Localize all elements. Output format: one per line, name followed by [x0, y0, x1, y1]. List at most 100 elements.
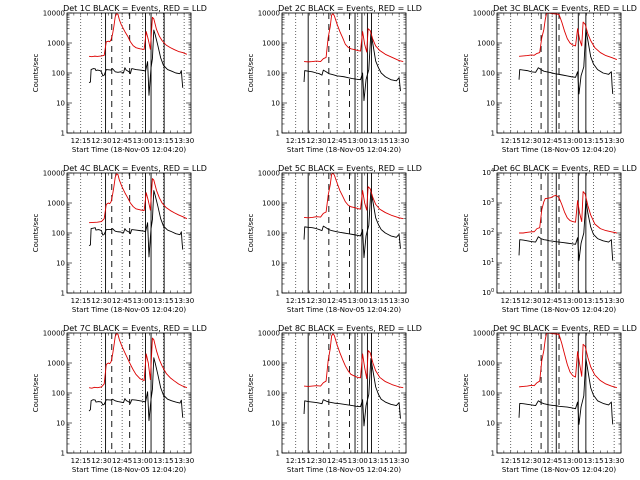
y-tick-label: 10 — [482, 169, 491, 177]
y-tick-label: 1 — [491, 130, 495, 138]
x-axis-label: Start Time (18-Nov-05 12:04:20) — [287, 466, 401, 474]
y-tick-label: 1000 — [47, 40, 65, 48]
y-tick-label: 10 — [486, 420, 495, 428]
series-lld-red — [519, 13, 618, 61]
x-tick-label: 13:15 — [153, 457, 173, 465]
y-axis-label: Counts/sec — [462, 374, 470, 413]
y-axis-label: Counts/sec — [32, 374, 40, 413]
x-axis-label: Start Time (18-Nov-05 12:04:20) — [502, 146, 616, 154]
detector-plot: Det 2C BLACK = Events, RED = LLD Counts/s… — [247, 4, 422, 154]
plot-title: Det 1C BLACK = Events, RED = LLD — [63, 4, 207, 13]
x-tick-label: 13:00 — [133, 457, 153, 465]
x-tick-label: 13:00 — [563, 457, 583, 465]
series-lld-red — [303, 333, 404, 389]
plot-title: Det 7C BLACK = Events, RED = LLD — [63, 324, 207, 333]
plot-frame — [496, 332, 622, 454]
y-tick-label: 1 — [276, 450, 280, 458]
plot-frame — [496, 12, 622, 134]
y-axis-label: Counts/sec — [247, 54, 255, 93]
x-tick-label: 12:45 — [112, 137, 132, 145]
x-axis-label: Start Time (18-Nov-05 12:04:20) — [502, 306, 616, 314]
y-tick-exponent: 2 — [491, 228, 494, 234]
x-tick-label: 13:00 — [348, 457, 368, 465]
y-tick-label: 1 — [61, 130, 65, 138]
x-tick-label: 12:30 — [306, 457, 326, 465]
series-lld-red — [519, 191, 617, 234]
x-tick-label: 13:30 — [604, 297, 624, 305]
x-tick-label: 12:45 — [327, 137, 347, 145]
y-axis-label: Counts/sec — [32, 54, 40, 93]
x-tick-label: 13:30 — [174, 297, 194, 305]
x-tick-label: 13:15 — [368, 457, 388, 465]
series-events-black — [518, 29, 614, 95]
series-lld-red — [303, 173, 404, 220]
y-axis-label: Counts/sec — [462, 214, 470, 253]
y-tick-label: 1 — [276, 130, 280, 138]
y-tick-exponent: 3 — [491, 198, 494, 204]
y-tick-exponent: 1 — [491, 258, 494, 264]
plot-frame — [66, 332, 192, 454]
x-tick-label: 12:45 — [112, 297, 132, 305]
x-tick-label: 13:15 — [368, 297, 388, 305]
x-axis-label: Start Time (18-Nov-05 12:04:20) — [287, 146, 401, 154]
y-axis-label: Counts/sec — [247, 374, 255, 413]
y-tick-label: 1000 — [262, 360, 280, 368]
y-tick-label: 1000 — [47, 200, 65, 208]
series-events-black — [518, 358, 614, 425]
series-events-black — [303, 190, 401, 259]
y-tick-label: 10 — [482, 259, 491, 267]
y-tick-label: 10 — [482, 229, 491, 237]
y-tick-label: 1000 — [47, 360, 65, 368]
detector-plot: Det 9C BLACK = Events, RED = LLD Counts/s… — [462, 324, 637, 474]
x-tick-label: 12:15 — [286, 457, 306, 465]
x-tick-label: 13:30 — [604, 457, 624, 465]
x-tick-label: 12:30 — [91, 457, 111, 465]
plot-title: Det 9C BLACK = Events, RED = LLD — [493, 324, 637, 333]
y-tick-label: 10 — [482, 289, 491, 297]
y-tick-label: 10 — [482, 199, 491, 207]
x-axis-label: Start Time (18-Nov-05 12:04:20) — [72, 466, 186, 474]
series-lld-red — [88, 13, 188, 58]
x-tick-label: 13:15 — [583, 297, 603, 305]
detector-plot: Det 6C BLACK = Events, RED = LLD Counts/s… — [462, 164, 637, 314]
series-lld-red — [304, 13, 404, 63]
plot-frame — [66, 172, 192, 294]
x-axis-label: Start Time (18-Nov-05 12:04:20) — [502, 466, 616, 474]
y-tick-label: 10000 — [473, 10, 495, 18]
detector-plot: Det 4C BLACK = Events, RED = LLD Counts/s… — [32, 164, 207, 314]
y-tick-label: 10 — [486, 100, 495, 108]
y-tick-label: 100 — [52, 230, 65, 238]
x-tick-label: 13:30 — [604, 137, 624, 145]
y-tick-label: 1000 — [262, 40, 280, 48]
y-tick-label: 100 — [267, 230, 280, 238]
plot-title: Det 5C BLACK = Events, RED = LLD — [278, 164, 422, 173]
x-tick-label: 12:15 — [286, 137, 306, 145]
x-tick-label: 13:00 — [133, 137, 153, 145]
series-lld-red — [89, 173, 188, 224]
x-tick-label: 13:30 — [389, 457, 409, 465]
x-tick-label: 12:15 — [501, 297, 521, 305]
y-tick-label: 1000 — [477, 360, 495, 368]
y-tick-label: 1 — [276, 290, 280, 298]
x-tick-label: 12:45 — [327, 457, 347, 465]
x-tick-label: 12:30 — [521, 137, 541, 145]
y-tick-label: 100 — [267, 70, 280, 78]
series-lld-red — [88, 333, 188, 389]
series-events-black — [518, 200, 614, 262]
x-tick-label: 13:00 — [563, 137, 583, 145]
x-tick-label: 13:15 — [368, 137, 388, 145]
x-tick-label: 12:30 — [306, 137, 326, 145]
x-tick-label: 12:30 — [521, 297, 541, 305]
x-tick-label: 13:30 — [174, 137, 194, 145]
y-tick-label: 1 — [61, 290, 65, 298]
y-tick-label: 100 — [267, 390, 280, 398]
x-tick-label: 13:00 — [133, 297, 153, 305]
plot-frame — [281, 172, 407, 294]
x-tick-label: 13:15 — [153, 297, 173, 305]
y-tick-label: 1 — [491, 450, 495, 458]
plot-title: Det 6C BLACK = Events, RED = LLD — [493, 164, 637, 173]
series-lld-red — [518, 333, 617, 389]
plot-title: Det 8C BLACK = Events, RED = LLD — [278, 324, 422, 333]
series-events-black — [88, 190, 184, 258]
x-tick-label: 12:45 — [542, 297, 562, 305]
